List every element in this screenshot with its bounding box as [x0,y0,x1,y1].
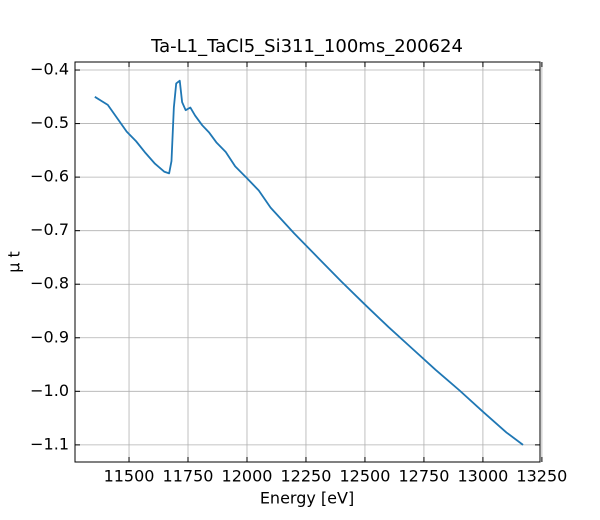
x-tick-label: 13000 [457,467,508,486]
y-tick-label: −0.8 [30,274,69,293]
x-tick-label: 12500 [339,467,390,486]
x-tick-label: 12250 [281,467,332,486]
x-tick-label: 13250 [516,467,567,486]
y-tick-label: −0.4 [30,60,69,79]
data-line [94,79,524,446]
x-tick-label: 11500 [104,467,155,486]
y-tick-label: −1.1 [30,434,69,453]
plot-frame [74,61,541,463]
x-tick-label: 12750 [398,467,449,486]
x-axis-label: Energy [eV] [260,489,354,508]
x-tick-label: 12000 [222,467,273,486]
y-tick-label: −0.7 [30,220,69,239]
chart-title: Ta-L1_TaCl5_Si311_100ms_200624 [150,36,463,57]
y-tick-label: −0.9 [30,327,69,346]
y-axis-label: μ t [5,251,24,273]
y-tick-label: −0.6 [30,167,69,186]
y-tick-label: −0.5 [30,113,69,132]
x-tick-label: 11750 [163,467,214,486]
y-tick-label: −1.0 [30,381,69,400]
